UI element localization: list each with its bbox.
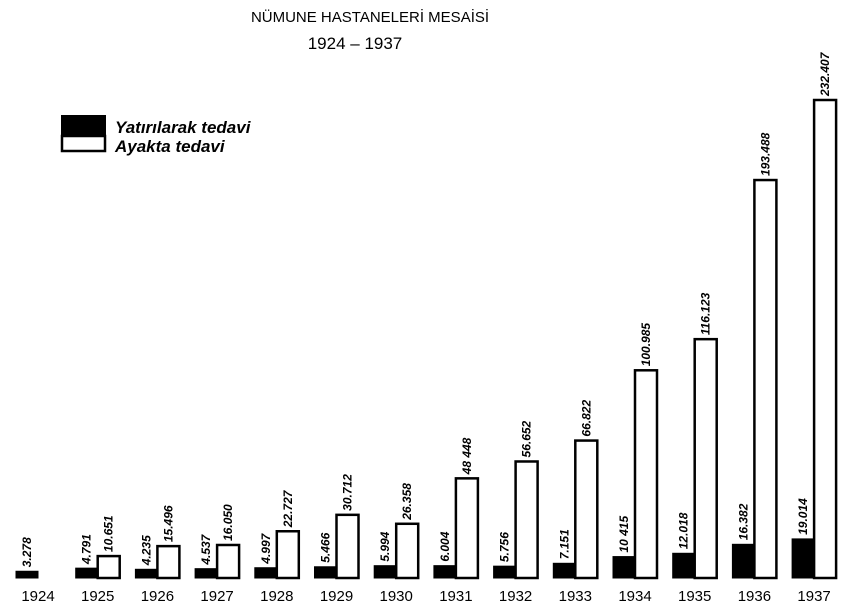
bar-inpatient-1924 — [15, 570, 39, 579]
data-label-outpatient-1936: 193.488 — [758, 132, 772, 176]
x-tick-1925: 1925 — [81, 588, 114, 605]
data-label-outpatient-1930: 26.358 — [400, 483, 414, 521]
legend-label-outpatient: Ayakta tedavi — [114, 137, 226, 156]
x-tick-1932: 1932 — [499, 588, 532, 605]
data-label-inpatient-1930: 5.994 — [378, 531, 392, 561]
bar-outpatient-1932 — [514, 460, 539, 580]
bar-outpatient-1937 — [812, 98, 838, 580]
data-label-outpatient-1929: 30.712 — [341, 474, 355, 511]
data-label-outpatient-1925: 10.651 — [102, 515, 116, 552]
bar-inpatient-1926 — [134, 568, 158, 579]
data-label-inpatient-1927: 4.537 — [199, 533, 213, 565]
data-label-outpatient-1935: 116.123 — [699, 292, 713, 335]
data-label-outpatient-1932: 56.652 — [520, 420, 534, 457]
chart-title: NÜMUNE HASTANELERİ MESAİSİ — [251, 8, 489, 26]
bar-outpatient-1928 — [275, 530, 301, 580]
bar-outpatient-1934 — [633, 369, 659, 580]
legend-swatch-inpatient — [61, 115, 106, 135]
legend-label-inpatient: Yatırılarak tedavi — [115, 118, 252, 137]
x-tick-1928: 1928 — [260, 588, 293, 605]
data-label-outpatient-1931: 48 448 — [460, 437, 474, 475]
legend: Yatırılarak tedavi Ayakta tedavi — [60, 115, 252, 156]
x-tick-1937: 1937 — [797, 588, 830, 605]
bar-inpatient-1925 — [75, 567, 99, 579]
bar-outpatient-1926 — [156, 544, 181, 580]
data-label-inpatient-1933: 7.151 — [557, 529, 571, 559]
x-tick-1930: 1930 — [380, 588, 413, 605]
bar-outpatient-1931 — [454, 477, 480, 580]
bar-outpatient-1925 — [96, 554, 121, 580]
bar-inpatient-1936 — [731, 543, 755, 579]
x-axis-ticks: 1924 1925 1926 1927 1928 1929 1930 1931 1932 1933… — [21, 588, 830, 605]
bar-outpatient-1929 — [335, 513, 360, 580]
bar-inpatient-1927 — [194, 568, 218, 579]
bar-inpatient-1933 — [552, 562, 576, 579]
data-label-outpatient-1933: 66.822 — [579, 400, 593, 437]
data-label-outpatient-1926: 15.496 — [161, 505, 175, 542]
data-label-outpatient-1937: 232.407 — [818, 51, 832, 97]
legend-swatch-outpatient — [60, 134, 107, 153]
data-label-inpatient-1931: 6.004 — [438, 531, 452, 561]
data-label-inpatient-1937: 19.014 — [796, 498, 810, 535]
bar-outpatient-1927 — [215, 543, 241, 580]
data-label-inpatient-1925: 4.791 — [80, 534, 94, 565]
x-tick-1931: 1931 — [439, 588, 472, 605]
bar-inpatient-1930 — [373, 565, 397, 579]
bar-inpatient-1934 — [612, 556, 636, 579]
x-tick-1929: 1929 — [320, 588, 353, 605]
data-label-inpatient-1929: 5.466 — [319, 532, 333, 562]
bar-outpatient-1936 — [753, 178, 778, 580]
bar-inpatient-1931 — [433, 565, 457, 579]
x-tick-1927: 1927 — [200, 588, 233, 605]
x-tick-1924: 1924 — [21, 588, 54, 605]
data-label-inpatient-1935: 12.018 — [677, 512, 691, 549]
data-label-inpatient-1924: 3.278 — [20, 537, 34, 567]
data-label-outpatient-1927: 16.050 — [221, 504, 235, 541]
x-tick-1935: 1935 — [678, 588, 711, 605]
x-tick-1933: 1933 — [559, 588, 592, 605]
bars: 3.278 4.791 10.651 4.235 15.496 4.537 16.050 4.… — [15, 51, 838, 580]
data-label-inpatient-1928: 4.997 — [259, 532, 273, 564]
x-tick-1926: 1926 — [141, 588, 174, 605]
bar-inpatient-1935 — [672, 552, 696, 579]
data-label-inpatient-1936: 16.382 — [736, 503, 750, 540]
bar-outpatient-1930 — [394, 522, 420, 580]
x-tick-1936: 1936 — [738, 588, 771, 605]
bar-inpatient-1929 — [314, 566, 337, 579]
data-label-inpatient-1932: 5.756 — [498, 532, 512, 562]
bar-outpatient-1933 — [574, 439, 599, 580]
x-tick-1934: 1934 — [618, 588, 651, 605]
bar-inpatient-1928 — [254, 567, 278, 579]
data-label-outpatient-1934: 100.985 — [639, 323, 653, 367]
data-label-inpatient-1926: 4.235 — [139, 535, 153, 566]
chart-subtitle: 1924 – 1937 — [308, 34, 403, 53]
bar-inpatient-1937 — [791, 538, 815, 579]
bar-outpatient-1935 — [693, 337, 718, 580]
bar-inpatient-1932 — [493, 565, 517, 579]
data-label-inpatient-1934: 10 415 — [617, 516, 631, 553]
data-label-outpatient-1928: 22.727 — [281, 489, 295, 528]
